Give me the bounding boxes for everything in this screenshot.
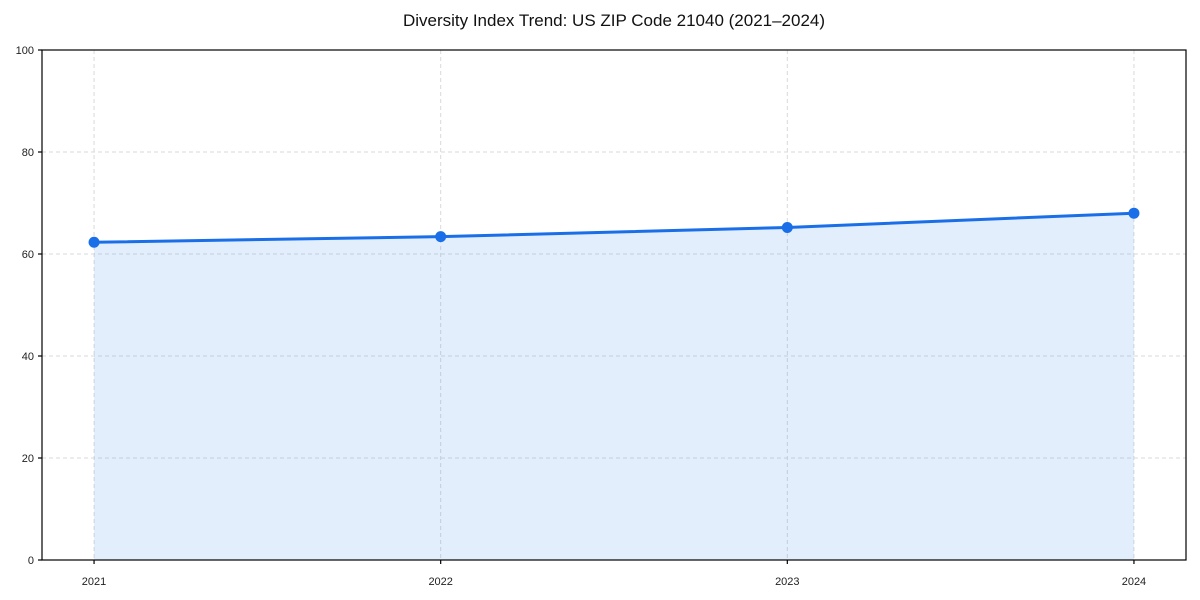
y-tick-label: 100: [16, 45, 34, 57]
y-tick-label: 40: [22, 351, 34, 363]
data-point: [1128, 207, 1140, 219]
data-point: [781, 221, 793, 233]
x-tick-label: 2022: [428, 576, 452, 588]
y-tick-label: 0: [28, 555, 34, 567]
area-fill: [94, 213, 1134, 560]
trend-line: [92, 211, 1136, 244]
y-tick-label: 20: [22, 453, 34, 465]
y-tick-label: 80: [22, 147, 34, 159]
y-tick-label: 60: [22, 249, 34, 261]
data-point: [88, 236, 100, 248]
plot-border: [41, 49, 1187, 561]
data-point: [435, 231, 447, 243]
x-tick-label: 2024: [1122, 576, 1146, 588]
x-tick-label: 2023: [775, 576, 799, 588]
chart-title: Diversity Index Trend: US ZIP Code 21040…: [402, 11, 826, 30]
x-tick-label: 2021: [82, 576, 106, 588]
